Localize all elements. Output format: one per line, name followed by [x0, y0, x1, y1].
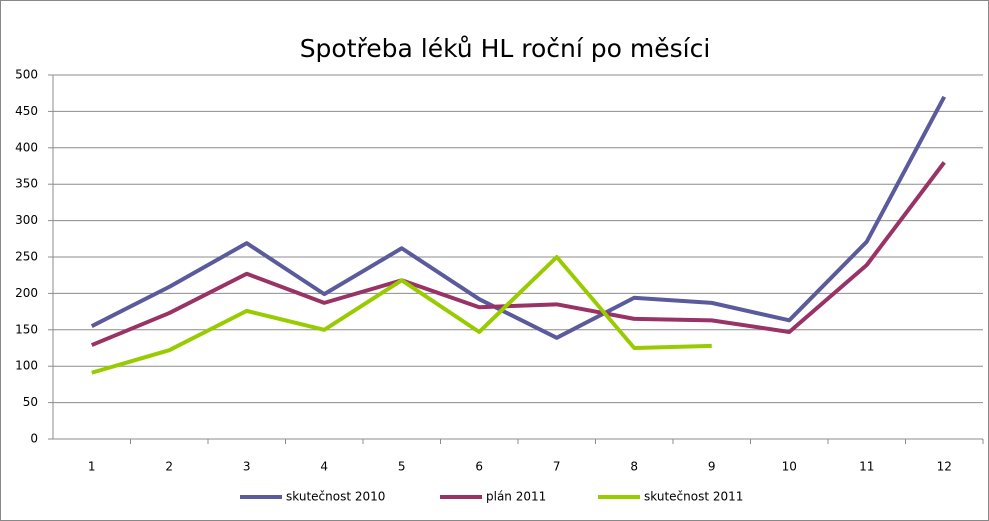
y-tick-label: 150: [15, 322, 38, 336]
chart-title: Spotřeba léků HL roční po měsíci: [300, 34, 711, 63]
x-tick-label: 2: [165, 460, 173, 474]
series-line: [90, 161, 946, 347]
x-tick-label: 6: [475, 460, 483, 474]
y-tick-label: 50: [23, 395, 38, 409]
y-tick-label: 250: [15, 250, 38, 264]
y-tick-label: 100: [15, 359, 38, 373]
y-tick-label: 350: [15, 177, 38, 191]
y-tick-label: 450: [15, 104, 38, 118]
x-tick-label: 12: [937, 460, 952, 474]
x-tick-label: 10: [782, 460, 797, 474]
x-tick-label: 4: [320, 460, 328, 474]
x-tick-label: 3: [243, 460, 251, 474]
legend-label: skutečnost 2010: [286, 490, 385, 504]
y-tick-label: 0: [30, 432, 38, 446]
series-line: [91, 255, 712, 375]
x-tick-label: 5: [398, 460, 406, 474]
x-tick-label: 9: [708, 460, 716, 474]
y-tick-label: 400: [15, 140, 38, 154]
series-line: [90, 95, 947, 340]
y-tick-label: 500: [15, 68, 38, 82]
legend-label: skutečnost 2011: [644, 490, 743, 504]
x-tick-label: 8: [630, 460, 638, 474]
x-tick-label: 1: [88, 460, 96, 474]
x-tick-label: 7: [553, 460, 561, 474]
y-tick-label: 300: [15, 213, 38, 227]
legend-label: plán 2011: [486, 490, 546, 504]
y-tick-label: 200: [15, 286, 38, 300]
x-tick-label: 11: [859, 460, 874, 474]
